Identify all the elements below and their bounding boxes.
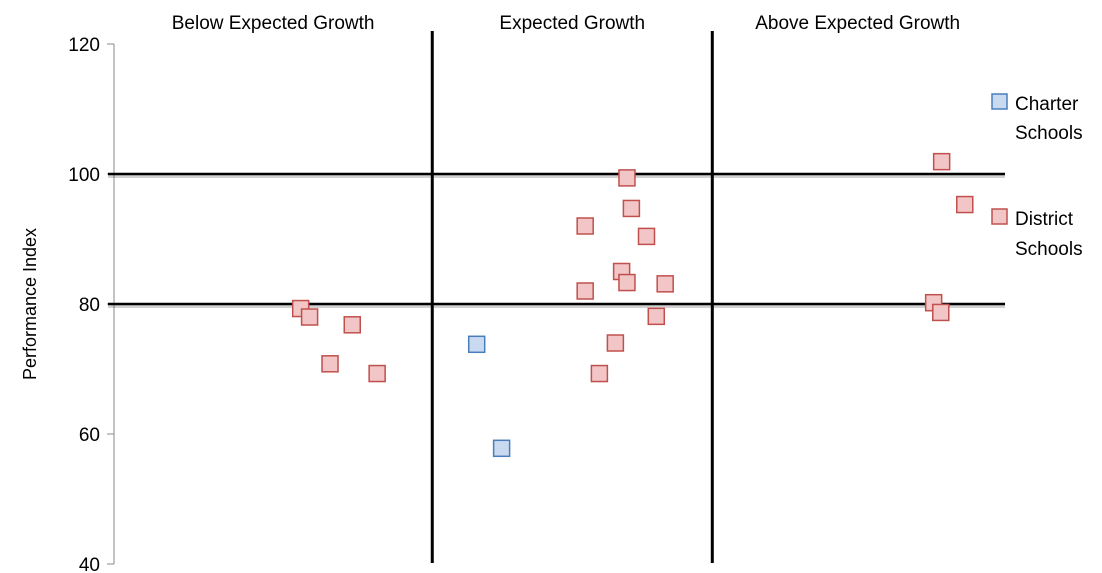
data-points: [291, 152, 974, 458]
data-point: [467, 335, 486, 354]
data-point: [622, 199, 641, 218]
y-tick-label: 40: [79, 555, 100, 573]
data-point: [932, 303, 950, 322]
zone-labels: Below Expected Growth Expected Growth Abov…: [172, 13, 960, 34]
data-point: [618, 169, 636, 187]
data-point: [932, 152, 951, 171]
data-point: [606, 334, 625, 352]
data-point: [656, 275, 674, 293]
y-axis-title: Performance Index: [20, 228, 40, 380]
y-tick-label: 60: [79, 425, 100, 446]
data-point: [368, 364, 386, 383]
y-tick-label: 80: [79, 295, 100, 316]
y-tick-label: 120: [68, 35, 100, 56]
legend-marker: [991, 93, 1008, 110]
zone-label: Above Expected Growth: [755, 13, 960, 34]
data-point: [300, 308, 319, 326]
y-tick-label: 100: [68, 165, 100, 186]
reference-lines: [108, 31, 1005, 563]
data-point: [321, 355, 339, 373]
legend-label: Schools: [1015, 239, 1083, 260]
legend-label: Schools: [1015, 123, 1083, 144]
y-ticks: 40 60 80 100 120: [68, 35, 114, 573]
data-point: [343, 316, 362, 334]
data-point: [618, 273, 636, 292]
zone-label: Below Expected Growth: [172, 13, 375, 34]
data-point: [576, 217, 594, 235]
zone-label: Expected Growth: [499, 13, 645, 34]
legend-marker: [991, 208, 1008, 225]
legend-label: District: [1015, 209, 1074, 230]
legend-label: Charter: [1015, 94, 1079, 115]
data-point: [637, 227, 656, 246]
data-point: [576, 282, 594, 300]
legend: Charter Schools District Schools: [991, 93, 1083, 260]
data-point: [647, 307, 666, 326]
data-point: [492, 439, 511, 458]
data-point: [590, 364, 609, 383]
data-point: [956, 195, 974, 214]
